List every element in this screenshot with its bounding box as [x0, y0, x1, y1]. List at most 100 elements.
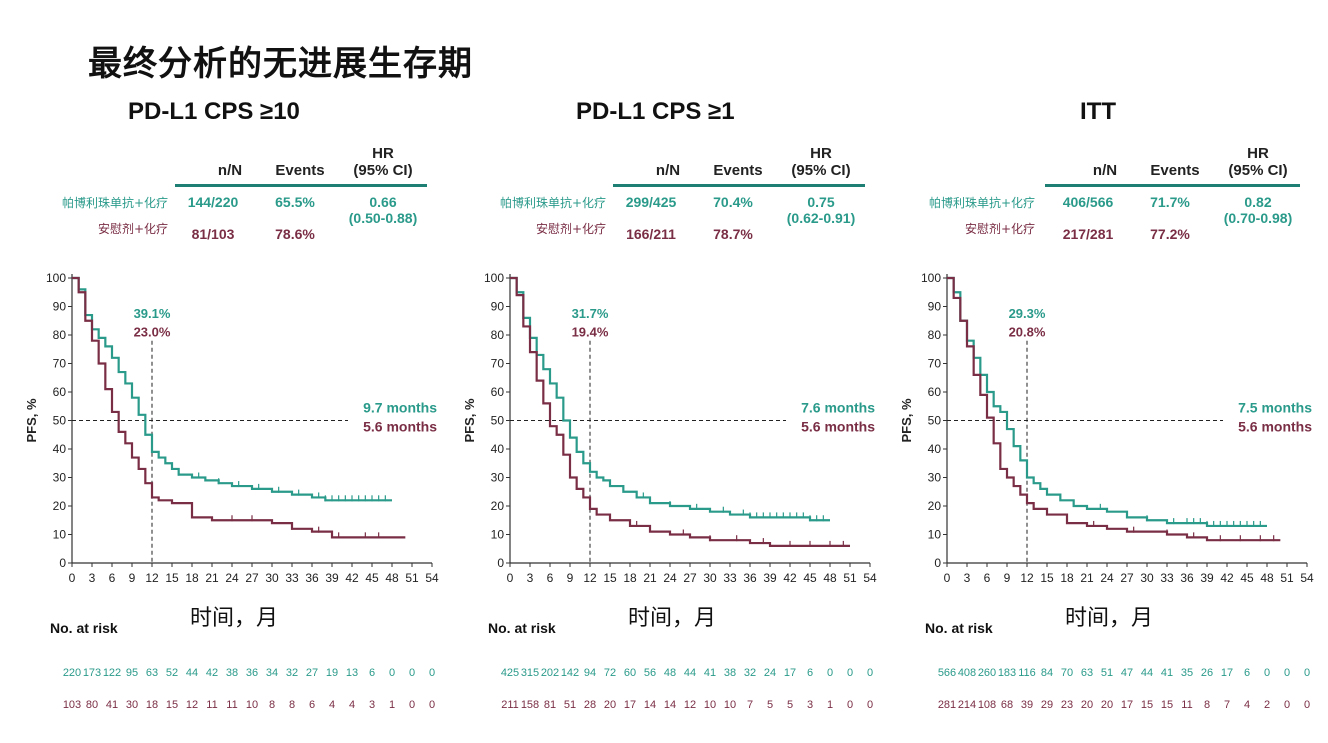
x-tick-label: 39 — [1200, 571, 1214, 585]
x-tick-label: 24 — [1100, 571, 1114, 585]
km-curve-control — [510, 276, 850, 547]
x-tick-label: 30 — [1140, 571, 1154, 585]
median-label-control: 5.6 months — [363, 419, 437, 435]
y-tick-label: 100 — [46, 271, 66, 285]
y-tick-label: 90 — [928, 300, 942, 314]
risk-count-control: 10 — [724, 699, 736, 710]
treatment-events: 70.4% — [713, 194, 753, 210]
risk-count-treatment: 0 — [1304, 667, 1310, 679]
y-tick-label: 10 — [491, 528, 505, 542]
x-tick-label: 42 — [345, 571, 359, 585]
y-tick-label: 90 — [491, 300, 505, 314]
control-nn: 217/281 — [1062, 226, 1114, 242]
arm-label-control: 安慰剂+化疗 — [97, 222, 168, 236]
landmark-label-control: 20.8% — [1009, 324, 1046, 339]
median-label-control: 5.6 months — [801, 419, 875, 435]
risk-count-treatment: 0 — [867, 667, 873, 679]
risk-count-treatment: 6 — [1244, 667, 1250, 679]
risk-count-treatment: 0 — [429, 667, 435, 679]
risk-count-treatment: 27 — [306, 667, 318, 679]
x-tick-label: 9 — [1004, 571, 1011, 585]
risk-count-treatment: 36 — [246, 667, 258, 679]
x-tick-label: 45 — [1240, 571, 1254, 585]
x-tick-label: 39 — [763, 571, 777, 585]
x-tick-label: 0 — [507, 571, 514, 585]
risk-count-control: 0 — [409, 699, 415, 710]
landmark-label-treatment: 31.7% — [572, 306, 609, 321]
median-label-treatment: 7.5 months — [1238, 400, 1312, 416]
km-curve-control — [72, 276, 406, 539]
risk-count-control: 14 — [664, 699, 676, 710]
panel-cps10: PD-L1 CPS ≥10 n/N Events HR (95% CI) 帕博利… — [20, 90, 460, 740]
risk-count-treatment: 56 — [644, 667, 656, 679]
x-tick-label: 36 — [1180, 571, 1194, 585]
y-axis-title: PFS, % — [899, 398, 914, 443]
header-hr-line1: HR — [372, 145, 394, 162]
risk-count-treatment: 116 — [1018, 667, 1036, 679]
risk-count-treatment: 51 — [1101, 667, 1113, 679]
risk-count-treatment: 202 — [541, 667, 559, 679]
x-tick-label: 33 — [285, 571, 299, 585]
hr-value: 0.82 — [1244, 194, 1272, 210]
header-hr-line2: (95% CI) — [353, 162, 413, 179]
x-tick-label: 42 — [1220, 571, 1234, 585]
header-nn: n/N — [1092, 162, 1118, 179]
risk-count-control: 6 — [309, 699, 315, 710]
x-tick-label: 9 — [567, 571, 574, 585]
risk-count-treatment: 35 — [1181, 667, 1193, 679]
x-tick-label: 54 — [425, 571, 439, 585]
y-tick-label: 20 — [928, 499, 942, 513]
x-tick-label: 27 — [683, 571, 697, 585]
x-tick-label: 12 — [145, 571, 159, 585]
risk-count-control: 20 — [1101, 699, 1113, 710]
x-tick-label: 48 — [385, 571, 399, 585]
risk-count-control: 12 — [186, 699, 198, 710]
arm-label-treatment: 帕博利珠单抗+化疗 — [499, 196, 606, 210]
risk-count-control: 7 — [747, 699, 753, 710]
risk-count-control: 30 — [126, 699, 138, 710]
control-events: 78.6% — [275, 226, 315, 242]
risk-count-treatment: 44 — [186, 667, 198, 679]
median-label-treatment: 7.6 months — [801, 400, 875, 416]
km-curve-treatment — [947, 276, 1267, 528]
risk-count-treatment: 0 — [1264, 667, 1270, 679]
risk-count-control: 68 — [1001, 699, 1013, 710]
header-nn: n/N — [655, 162, 681, 179]
header-hr-line1: HR — [1247, 145, 1269, 162]
risk-count-treatment: 95 — [126, 667, 138, 679]
y-tick-label: 70 — [491, 357, 505, 371]
risk-count-control: 0 — [847, 699, 853, 710]
risk-count-treatment: 34 — [266, 667, 278, 679]
y-tick-label: 80 — [928, 328, 942, 342]
y-tick-label: 70 — [53, 357, 67, 371]
risk-count-treatment: 0 — [409, 667, 415, 679]
risk-count-treatment: 260 — [978, 667, 996, 679]
x-tick-label: 27 — [1120, 571, 1134, 585]
table-rule — [1045, 184, 1300, 187]
x-tick-label: 48 — [823, 571, 837, 585]
table-rule — [613, 184, 865, 187]
risk-count-control: 7 — [1224, 699, 1230, 710]
risk-count-treatment: 142 — [561, 667, 579, 679]
risk-count-control: 158 — [521, 699, 539, 710]
risk-count-control: 81 — [544, 699, 556, 710]
x-tick-label: 45 — [365, 571, 379, 585]
risk-count-control: 1 — [827, 699, 833, 710]
y-tick-label: 0 — [59, 556, 66, 570]
risk-count-treatment: 122 — [103, 667, 121, 679]
km-curve-treatment — [510, 276, 830, 522]
risk-count-control: 4 — [329, 699, 335, 710]
x-tick-label: 15 — [165, 571, 179, 585]
risk-count-control: 108 — [978, 699, 996, 710]
risk-count-treatment: 13 — [346, 667, 358, 679]
panel-title: ITT — [1080, 98, 1116, 125]
y-axis-title: PFS, % — [24, 398, 39, 443]
risk-count-treatment: 0 — [847, 667, 853, 679]
x-tick-label: 36 — [743, 571, 757, 585]
x-tick-label: 12 — [583, 571, 597, 585]
x-tick-label: 33 — [1160, 571, 1174, 585]
hr-ci: (0.50-0.88) — [348, 210, 418, 226]
risk-count-treatment: 84 — [1041, 667, 1053, 679]
